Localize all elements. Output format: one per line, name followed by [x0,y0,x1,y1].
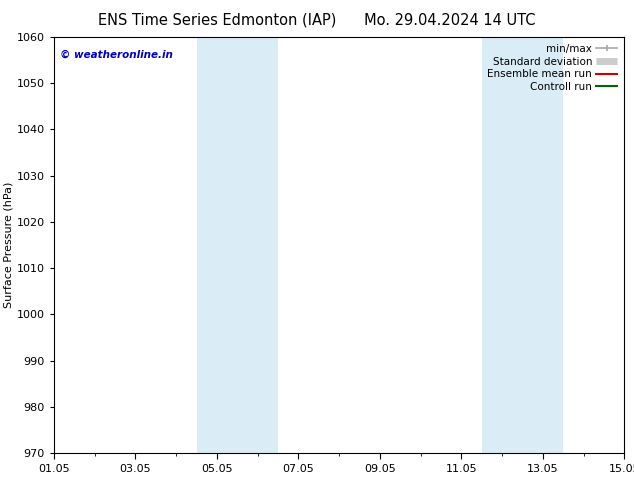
Y-axis label: Surface Pressure (hPa): Surface Pressure (hPa) [4,182,14,308]
Text: © weatheronline.in: © weatheronline.in [60,49,172,59]
Bar [197,37,278,453]
Legend: min/max, Standard deviation, Ensemble mean run, Controll run: min/max, Standard deviation, Ensemble me… [486,42,619,94]
Text: ENS Time Series Edmonton (IAP)      Mo. 29.04.2024 14 UTC: ENS Time Series Edmonton (IAP) Mo. 29.04… [98,12,536,27]
Bar [482,37,564,453]
